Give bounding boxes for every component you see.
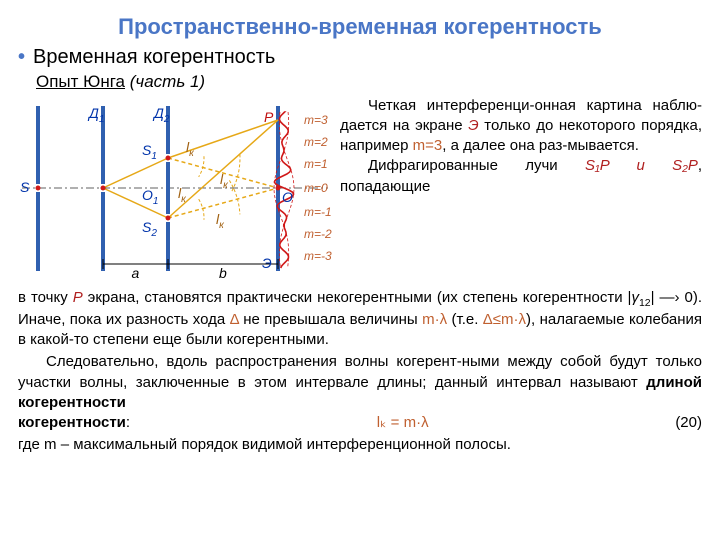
subtitle-underline: Опыт Юнга bbox=[36, 72, 125, 91]
page-title: Пространственно-временная когерентность bbox=[18, 12, 702, 42]
svg-text:a: a bbox=[132, 265, 140, 281]
svg-text:O1: O1 bbox=[142, 187, 158, 207]
svg-text:O: O bbox=[282, 189, 293, 205]
svg-text:m=-2: m=-2 bbox=[304, 227, 332, 241]
svg-text:S2: S2 bbox=[142, 219, 157, 239]
svg-text:S: S bbox=[20, 179, 30, 195]
right-p2: Дифрагированные лучи S₁P и S₂P, попадающ… bbox=[340, 156, 702, 197]
body-paragraph-3: где m – максимальный порядок видимой инт… bbox=[18, 435, 702, 455]
right-paragraph: Четкая интерференци-онная картина наблю-… bbox=[340, 96, 702, 286]
body-paragraph-1: в точку P экрана, становятся практически… bbox=[18, 288, 702, 351]
formula: lₖ = m·λ bbox=[130, 413, 675, 433]
svg-text:lк: lк bbox=[216, 211, 225, 231]
svg-text:b: b bbox=[219, 265, 227, 281]
subtitle: Опыт Юнга (часть 1) bbox=[36, 71, 702, 94]
svg-text:P: P bbox=[264, 109, 274, 125]
right-p1: Четкая интерференци-онная картина наблю-… bbox=[340, 96, 702, 157]
youngs-experiment-diagram: SД1Д2S1S2O1OPЭablкlкlкlкm=3m=2m=1m=0m=-1… bbox=[18, 96, 334, 286]
formula-label: когерентности: bbox=[18, 413, 130, 433]
svg-text:Э: Э bbox=[262, 255, 272, 271]
subtitle-rest: (часть 1) bbox=[125, 72, 205, 91]
bullet-text: Временная когерентность bbox=[33, 44, 275, 71]
body-paragraph-2: Следовательно, вдоль распространения вол… bbox=[18, 352, 702, 413]
svg-text:m=3: m=3 bbox=[304, 113, 328, 127]
svg-text:m=0: m=0 bbox=[304, 181, 328, 195]
formula-line: когерентности: lₖ = m·λ (20) bbox=[18, 413, 702, 433]
formula-number: (20) bbox=[675, 413, 702, 433]
bullet-row: • Временная когерентность bbox=[18, 44, 702, 71]
svg-text:m=-1: m=-1 bbox=[304, 205, 332, 219]
svg-text:S1: S1 bbox=[142, 142, 157, 162]
svg-text:m=1: m=1 bbox=[304, 157, 328, 171]
svg-text:m=2: m=2 bbox=[304, 135, 328, 149]
svg-text:m=-3: m=-3 bbox=[304, 249, 332, 263]
svg-text:lк: lк bbox=[186, 139, 195, 159]
bullet-dot: • bbox=[18, 44, 25, 71]
